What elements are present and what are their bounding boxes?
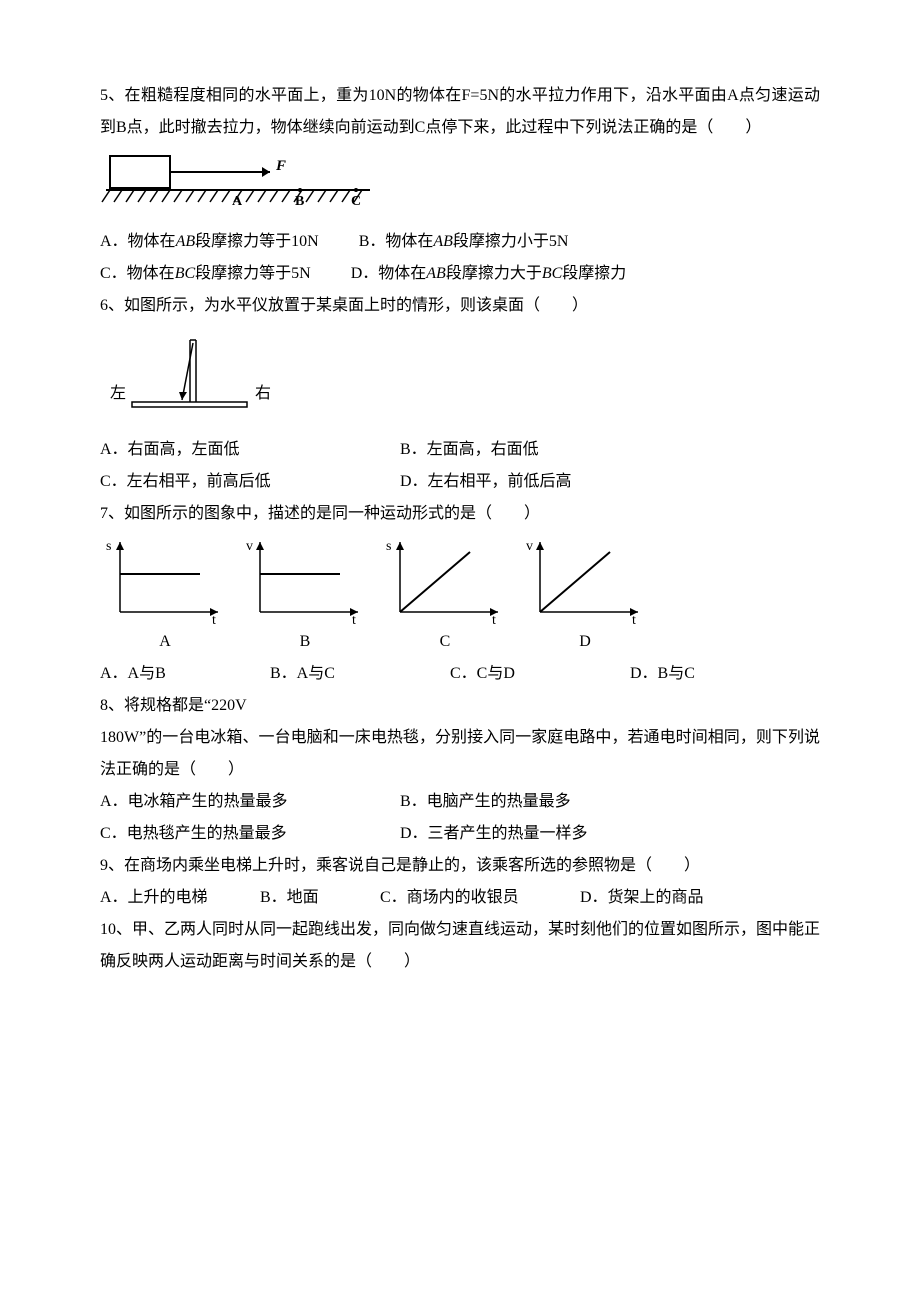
q5-optC: C．物体在BC段摩擦力等于5N [100, 265, 315, 282]
q6-figure: 左 右 [100, 328, 820, 430]
svg-text:t: t [492, 613, 496, 624]
q9-optC: C．商场内的收银员 [380, 882, 580, 914]
q6-optB: B．左面高，右面低 [400, 434, 539, 466]
q6-optA: A．右面高，左面低 [100, 434, 400, 466]
q8-optD: D．三者产生的热量一样多 [400, 818, 588, 850]
svg-text:t: t [212, 613, 216, 624]
svg-text:B: B [295, 194, 304, 209]
q7-labelD: D [579, 626, 591, 658]
q8-options-row1: A．电冰箱产生的热量最多 B．电脑产生的热量最多 [100, 786, 820, 818]
q8-stem2: 180W”的一台电冰箱、一台电脑和一床电热毯，分别接入同一家庭电路中，若通电时间… [100, 722, 820, 786]
svg-text:s: s [106, 539, 111, 554]
q5-options-row1: A．物体在AB段摩擦力等于10N B．物体在AB段摩擦力小于5N [100, 226, 820, 258]
svg-text:t: t [632, 613, 636, 624]
q8-stem1: 8、将规格都是“220V [100, 690, 820, 722]
q7-labelC: C [440, 626, 451, 658]
svg-text:s: s [386, 539, 391, 554]
q5-optA: A．物体在AB段摩擦力等于10N [100, 233, 323, 250]
q7-optD: D．B与C [630, 658, 695, 690]
svg-text:t: t [352, 613, 356, 624]
q6-options-row1: A．右面高，左面低 B．左面高，右面低 [100, 434, 820, 466]
q10-stem: 10、甲、乙两人同时从同一起跑线出发，同向做匀速直线运动，某时刻他们的位置如图所… [100, 914, 820, 978]
q9-optA: A．上升的电梯 [100, 882, 260, 914]
q9-stem: 9、在商场内乘坐电梯上升时，乘客说自己是静止的，该乘客所选的参照物是（ ） [100, 850, 820, 882]
q9-optB: B．地面 [260, 882, 380, 914]
q6-stem: 6、如图所示，为水平仪放置于某桌面上时的情形，则该桌面（ ） [100, 290, 820, 322]
q7-graph-B: v t B [240, 534, 370, 658]
svg-text:A: A [232, 194, 243, 209]
svg-text:C: C [351, 194, 361, 209]
q9-options: A．上升的电梯 B．地面 C．商场内的收银员 D．货架上的商品 [100, 882, 820, 914]
q9-optD: D．货架上的商品 [580, 882, 704, 914]
q8-optA: A．电冰箱产生的热量最多 [100, 786, 400, 818]
q7-graph-D: v t D [520, 534, 650, 658]
svg-text:v: v [526, 539, 533, 554]
q6-right-label: 右 [255, 384, 271, 402]
q5-optB: B．物体在AB段摩擦力小于5N [359, 233, 569, 250]
q5-stem: 5、在粗糙程度相同的水平面上，重为10N的物体在F=5N的水平拉力作用下，沿水平… [100, 80, 820, 144]
q8-optB: B．电脑产生的热量最多 [400, 786, 571, 818]
q7-labelB: B [300, 626, 311, 658]
q5-options-row2: C．物体在BC段摩擦力等于5N D．物体在AB段摩擦力大于BC段摩擦力 [100, 258, 820, 290]
q7-graph-C: s t C [380, 534, 510, 658]
q6-optD: D．左右相平，前低后高 [400, 466, 572, 498]
q7-stem: 7、如图所示的图象中，描述的是同一种运动形式的是（ ） [100, 498, 820, 530]
q7-optA: A．A与B [100, 658, 270, 690]
q5-optD: D．物体在AB段摩擦力大于BC段摩擦力 [351, 265, 627, 282]
q6-optC: C．左右相平，前高后低 [100, 466, 400, 498]
q7-optB: B．A与C [270, 658, 450, 690]
svg-text:F: F [275, 158, 286, 174]
exam-page: 5、在粗糙程度相同的水平面上，重为10N的物体在F=5N的水平拉力作用下，沿水平… [0, 0, 920, 1302]
q7-options: A．A与B B．A与C C．C与D D．B与C [100, 658, 820, 690]
q7-labelA: A [159, 626, 171, 658]
q6-options-row2: C．左右相平，前高后低 D．左右相平，前低后高 [100, 466, 820, 498]
q7-graph-A: s t A [100, 534, 230, 658]
q8-optC: C．电热毯产生的热量最多 [100, 818, 400, 850]
svg-text:v: v [246, 539, 253, 554]
q8-options-row2: C．电热毯产生的热量最多 D．三者产生的热量一样多 [100, 818, 820, 850]
q6-left-label: 左 [110, 384, 126, 402]
q7-optC: C．C与D [450, 658, 630, 690]
q5-figure: F A [100, 150, 820, 222]
q7-graphs: s t A v t B [100, 534, 820, 658]
